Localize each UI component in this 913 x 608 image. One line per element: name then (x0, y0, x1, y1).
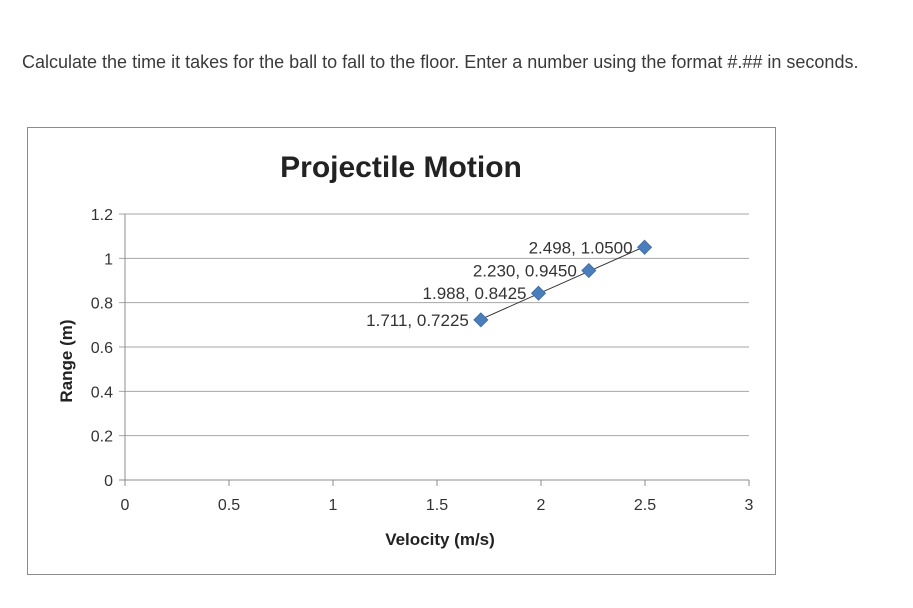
trendline (480, 246, 645, 320)
y-tick-label: 1.2 (91, 207, 113, 224)
data-label: 2.498, 1.0500 (529, 238, 633, 257)
x-tick-label: 2 (537, 497, 546, 514)
y-tick-label: 0.4 (91, 384, 113, 401)
chart-area: Projectile Motion Velocity (m/s) Range (… (27, 127, 776, 575)
x-tick-label: 0.5 (218, 497, 240, 514)
y-tick-label: 1 (104, 251, 113, 268)
data-label: 2.230, 0.9450 (473, 262, 577, 281)
y-axis-label: Range (m) (57, 319, 76, 402)
data-point (530, 285, 547, 301)
chart-title: Projectile Motion (280, 151, 522, 184)
data-label: 1.711, 0.7225 (366, 311, 469, 330)
x-tick-label: 1 (329, 497, 338, 514)
x-tick-label: 0 (121, 497, 130, 514)
x-axis-label: Velocity (m/s) (385, 530, 495, 549)
data-point (473, 312, 489, 328)
projectile-motion-chart: Projectile Motion Velocity (m/s) Range (… (57, 151, 754, 549)
y-tick-label: 0.6 (91, 340, 113, 357)
x-tick-label: 1.5 (426, 497, 448, 514)
data-point (581, 262, 597, 279)
data-point (637, 239, 653, 255)
x-tick-label: 2.5 (634, 497, 656, 514)
x-tick-label: 3 (745, 497, 754, 514)
question-text: Calculate the time it takes for the ball… (22, 52, 859, 72)
y-tick-label: 0 (104, 473, 113, 490)
y-tick-label: 0.2 (91, 429, 113, 446)
y-tick-label: 0.8 (91, 296, 113, 313)
data-label: 1.988, 0.8425 (423, 284, 527, 303)
